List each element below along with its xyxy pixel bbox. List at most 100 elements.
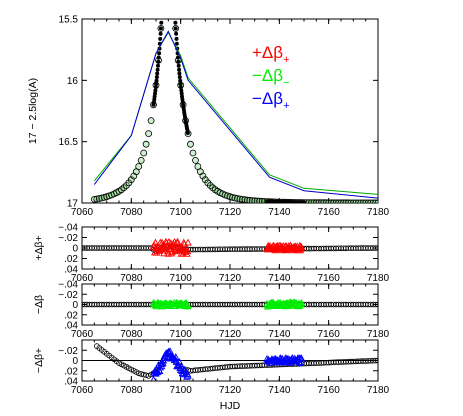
data-point <box>238 195 246 203</box>
residual-triangle <box>184 371 192 379</box>
residual-panel-minus-beta-plus: 7060 7080 7100 7120 7140 7160 7180 −.020.02.04 −… <box>33 339 390 412</box>
x-tick-label: 7100 <box>170 273 193 284</box>
data-point <box>142 140 150 148</box>
residual-triangle <box>162 238 171 246</box>
data-point <box>243 196 251 203</box>
legend-entry: −Δβ+ <box>252 89 290 112</box>
dense-data-point <box>178 85 183 90</box>
x-tick-label: 7160 <box>318 329 341 340</box>
x-tick-label: 7120 <box>219 329 242 340</box>
residual-triangle <box>178 243 186 251</box>
dense-data-point <box>153 85 158 90</box>
data-point <box>253 197 261 203</box>
residual-triangle <box>160 241 169 249</box>
dense-data-point <box>154 75 159 80</box>
residual-triangle <box>184 238 192 246</box>
x-tick-label: 7060 <box>71 385 94 396</box>
y-tick-label: 0 <box>72 244 78 255</box>
model-line <box>93 30 378 199</box>
data-point <box>189 149 197 157</box>
x-tick-label: 7100 <box>170 329 193 340</box>
y-tick-label: 0 <box>72 356 78 367</box>
y-axis-label: +Δβ+ <box>33 235 45 260</box>
data-point <box>140 371 147 378</box>
y-tick-label: −.02 <box>58 290 78 301</box>
residual-panel-minus-beta: 7060 7080 7100 7120 7140 7160 7180 −.04−.020.02… <box>33 280 390 341</box>
legend-entry: −Δβ− <box>252 66 290 89</box>
dense-data-point <box>176 59 181 64</box>
residual-triangle <box>173 237 182 245</box>
dense-data-point <box>156 55 161 60</box>
residual-triangle <box>297 354 306 362</box>
y-tick-label: .02 <box>64 310 78 321</box>
dense-data-point <box>173 9 177 13</box>
y-tick-label: −.02 <box>58 233 78 244</box>
data-point <box>248 197 256 203</box>
dense-data-point <box>174 36 179 41</box>
main-lightcurve-panel: 7060 7080 7100 7120 7140 7160 7180 15.5 16 16.5 17… <box>27 9 390 219</box>
y-tick-label: −.04 <box>58 223 78 234</box>
x-tick-label: 7120 <box>219 273 242 284</box>
residual-triangle <box>295 358 303 365</box>
dense-data-point <box>173 20 178 25</box>
data-point <box>95 195 103 202</box>
y-tick-label: 15.5 <box>59 15 79 26</box>
x-tick-label: 7140 <box>268 385 291 396</box>
data-point <box>236 195 244 203</box>
dense-data-point <box>153 88 158 93</box>
x-tick-label: 7160 <box>318 385 341 396</box>
plot-area <box>82 343 378 381</box>
residual-triangle <box>278 246 287 254</box>
x-tick-label: 7140 <box>268 273 291 284</box>
x-tick-label: 7080 <box>120 385 143 396</box>
residual-triangle <box>183 247 192 255</box>
legend-label: −Δβ <box>252 66 283 85</box>
data-point <box>192 156 199 164</box>
data-point <box>241 196 249 203</box>
dense-data-point <box>178 82 183 86</box>
data-point <box>98 194 106 202</box>
legend-subscript: − <box>283 77 289 89</box>
dense-data-point <box>173 26 178 31</box>
y-tick-label: 0 <box>72 300 78 311</box>
residual-triangle <box>295 299 303 307</box>
plot-area <box>90 9 378 203</box>
data-point <box>137 156 145 164</box>
residual-triangle <box>155 367 164 374</box>
x-tick-label: 7080 <box>120 273 143 284</box>
x-tick-label: 7080 <box>120 329 143 340</box>
dense-data-point <box>156 63 160 68</box>
y-tick-label: 17 <box>67 199 79 210</box>
data-point <box>233 195 241 202</box>
data-point <box>135 370 142 377</box>
dense-data-point <box>160 9 164 13</box>
dense-data-point <box>177 75 182 80</box>
x-tick-label: 7140 <box>268 329 291 340</box>
y-tick-label: 16 <box>67 76 79 87</box>
residual-triangle <box>297 243 306 251</box>
dense-data-point <box>173 15 177 19</box>
y-tick-label: −.04 <box>58 280 78 291</box>
data-point <box>140 149 148 157</box>
data-point <box>93 195 101 203</box>
x-tick-label: 7160 <box>318 207 341 218</box>
data-point <box>135 163 143 170</box>
plot-area <box>82 237 378 257</box>
data-point <box>251 197 259 203</box>
x-tick-label: 7100 <box>170 385 193 396</box>
legend-label: +Δβ <box>252 43 283 62</box>
data-point <box>372 301 378 308</box>
y-tick-label: 16.5 <box>59 137 79 148</box>
dense-data-point <box>185 131 190 135</box>
residual-triangle <box>184 301 192 309</box>
residual-triangle <box>161 353 170 361</box>
data-point <box>90 195 98 203</box>
data-point <box>199 172 207 180</box>
dense-data-point <box>177 67 182 72</box>
dense-data-point <box>177 71 182 76</box>
residual-triangle <box>150 375 157 381</box>
data-point <box>375 245 378 251</box>
legend-subscript: + <box>283 54 289 66</box>
y-axis-label: 17 − 2.5log(A) <box>27 78 39 144</box>
